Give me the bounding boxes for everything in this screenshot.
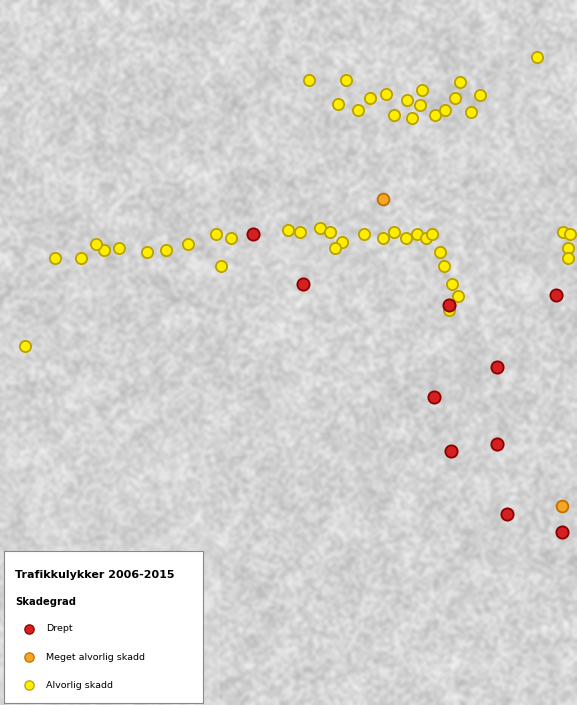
Point	[0, 0, 5, 6]
Point	[429, 391, 439, 403]
Point	[563, 252, 572, 264]
Point	[413, 228, 422, 240]
Point	[325, 226, 335, 238]
Point	[99, 245, 108, 256]
Point	[338, 236, 347, 247]
Point	[565, 228, 575, 240]
Point	[353, 104, 362, 116]
Point	[455, 76, 464, 87]
Text: Drept: Drept	[46, 625, 73, 633]
Point	[342, 74, 351, 85]
Point	[475, 90, 485, 101]
Point	[331, 243, 340, 254]
Point	[389, 226, 399, 238]
Point	[76, 252, 85, 264]
Point	[440, 104, 449, 116]
Point	[466, 106, 475, 118]
Point	[436, 246, 445, 257]
Point	[143, 246, 152, 257]
Point	[444, 300, 454, 311]
Point	[162, 245, 171, 256]
Point	[248, 228, 257, 240]
Text: Meget alvorlig skadd: Meget alvorlig skadd	[46, 653, 145, 661]
Point	[316, 222, 325, 233]
Point	[0, 0, 5, 6]
Point	[216, 260, 226, 271]
Point	[402, 233, 411, 244]
Point	[552, 289, 561, 300]
Point	[20, 341, 29, 352]
Point	[557, 527, 567, 538]
Text: Trafikkulykker 2006-2015: Trafikkulykker 2006-2015	[15, 570, 174, 580]
Point	[428, 228, 437, 240]
Point	[389, 109, 399, 121]
Point	[379, 193, 388, 204]
Point	[183, 238, 193, 250]
Point	[492, 439, 501, 450]
Point	[430, 109, 440, 121]
Point	[454, 290, 463, 302]
Point	[439, 260, 448, 271]
Point	[557, 501, 567, 512]
Point	[559, 226, 568, 238]
Point	[114, 243, 123, 254]
Point	[503, 508, 512, 520]
Point	[415, 99, 425, 111]
Point	[492, 362, 501, 373]
Point	[444, 305, 454, 316]
FancyBboxPatch shape	[4, 551, 203, 703]
Point	[359, 228, 369, 240]
Point	[298, 278, 308, 290]
Point	[365, 92, 374, 104]
Point	[533, 51, 542, 63]
Point	[379, 233, 388, 244]
Point	[402, 94, 411, 106]
Point	[305, 74, 314, 85]
Point	[447, 278, 456, 290]
Point	[563, 243, 572, 254]
Point	[0, 0, 5, 6]
Point	[226, 233, 235, 244]
Point	[417, 85, 426, 96]
Point	[295, 226, 305, 238]
Point	[407, 112, 417, 123]
Point	[421, 233, 430, 244]
Point	[451, 92, 460, 104]
Point	[381, 88, 391, 99]
Text: Skadegrad: Skadegrad	[15, 597, 76, 607]
Point	[211, 228, 220, 240]
Point	[50, 252, 59, 264]
Point	[283, 224, 293, 235]
Point	[91, 238, 100, 250]
Point	[447, 446, 456, 457]
Text: Alvorlig skadd: Alvorlig skadd	[46, 681, 113, 689]
Point	[334, 99, 343, 110]
